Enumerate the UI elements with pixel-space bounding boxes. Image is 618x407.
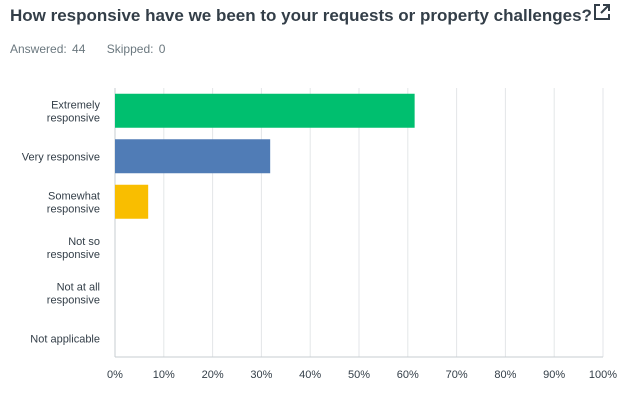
category-label: responsive [47, 249, 100, 261]
external-link-icon [594, 4, 610, 20]
skipped-count: 0 [158, 42, 166, 56]
category-label: responsive [47, 294, 100, 306]
category-label: Not at all [57, 281, 100, 293]
category-label: Extremely [51, 99, 100, 111]
x-tick-label: 70% [446, 369, 468, 381]
response-stats: Answered: 44 Skipped: 0 [10, 42, 165, 56]
category-label: responsive [47, 203, 100, 215]
question-title: How responsive have we been to your requ… [10, 6, 592, 25]
bar[interactable] [115, 184, 149, 219]
answered-count: 44 [72, 42, 86, 56]
skipped-label: Skipped: [106, 42, 154, 56]
x-tick-label: 10% [153, 369, 175, 381]
x-tick-label: 30% [250, 369, 272, 381]
x-tick-label: 60% [397, 369, 419, 381]
category-label: Not so [68, 236, 100, 248]
category-label: Not applicable [30, 333, 100, 345]
x-tick-label: 90% [543, 369, 565, 381]
export-button[interactable] [592, 2, 612, 22]
category-label: Somewhat [48, 190, 100, 202]
x-tick-label: 100% [589, 369, 617, 381]
answered-label: Answered: [10, 42, 67, 56]
x-tick-label: 20% [202, 369, 224, 381]
x-tick-label: 0% [107, 369, 123, 381]
bar[interactable] [115, 93, 415, 128]
x-tick-label: 50% [348, 369, 370, 381]
x-tick-label: 40% [299, 369, 321, 381]
x-tick-label: 80% [494, 369, 516, 381]
category-label: responsive [47, 112, 100, 124]
bar[interactable] [115, 139, 271, 174]
category-label: Very responsive [22, 151, 100, 163]
